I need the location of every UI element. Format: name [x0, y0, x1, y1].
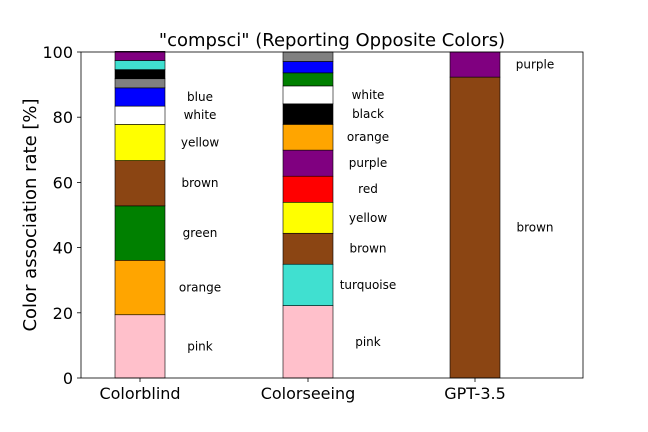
bar-segment-pink-1-0: [282, 305, 334, 379]
bar-segment-other-0-8: [114, 69, 166, 80]
bar-segment-brown-2-0: [449, 76, 501, 379]
y-tick-label: 80: [53, 108, 73, 127]
segment-label-pink: pink: [187, 339, 213, 353]
segment-label-white: white: [184, 108, 217, 122]
bar-segment-other-1-10: [282, 61, 334, 74]
segment-labels: pink orange green brown yellow white blue pink t…: [179, 58, 554, 354]
segment-label-blue: blue: [187, 90, 213, 104]
segment-label-orange: orange: [347, 130, 389, 144]
bar-segment-green-0-2: [114, 205, 166, 261]
bar-segment-white-0-5: [114, 105, 166, 125]
bar-segment-brown-1-2: [282, 232, 334, 265]
y-tick-label: 20: [53, 304, 73, 323]
y-tick-label: 100: [42, 43, 73, 62]
x-tick-label: Colorseeing: [261, 384, 356, 403]
y-tick-label: 0: [63, 369, 73, 388]
bar-segment-orange-1-6: [282, 124, 334, 151]
segment-label-brown: brown: [349, 242, 386, 256]
x-tick-label: Colorblind: [99, 384, 180, 403]
bar-segment-brown-0-3: [114, 160, 166, 207]
segment-label-yellow: yellow: [181, 135, 219, 149]
plot-frame: [80, 51, 584, 379]
axes: Colorblind Colorseeing GPT-3.5 0 20 40 60 80 100: [42, 43, 584, 403]
segment-label-pink: pink: [355, 335, 381, 349]
bar-segment-white-1-8: [282, 85, 334, 105]
segment-label-brown: brown: [181, 176, 218, 190]
x-tick-label: GPT-3.5: [444, 384, 506, 403]
bar-segment-yellow-1-3: [282, 201, 334, 234]
bar-segment-turquoise-1-1: [282, 263, 334, 306]
bar-segment-other-1-11: [282, 51, 334, 62]
bar-segment-other-1-9: [282, 72, 334, 87]
segment-label-orange: orange: [179, 281, 221, 295]
bar-segment-other-0-10: [114, 51, 166, 61]
segment-label-turquoise: turquoise: [340, 278, 397, 292]
bar-segment-purple-2-1: [449, 51, 501, 78]
chart-title: "compsci" (Reporting Opposite Colors): [159, 30, 505, 51]
bar-segment-other-0-9: [114, 60, 166, 70]
segment-label-purple: purple: [516, 58, 555, 72]
bar-segment-black-1-7: [282, 103, 334, 125]
segment-label-red: red: [358, 182, 378, 196]
bar-segment-pink-0-0: [114, 314, 166, 379]
bar-segment-red-1-4: [282, 175, 334, 203]
segment-label-black: black: [352, 107, 384, 121]
segment-label-white: white: [352, 88, 385, 102]
bar-segment-orange-0-1: [114, 260, 166, 316]
bar-segment-other-0-7: [114, 78, 166, 89]
bar-segment-yellow-0-4: [114, 124, 166, 161]
y-axis-label: Color association rate [%]: [20, 98, 41, 331]
segment-label-brown: brown: [516, 221, 553, 235]
y-tick-label: 40: [53, 239, 73, 258]
segment-label-green: green: [183, 226, 218, 240]
y-tick-label: 60: [53, 173, 73, 192]
segment-label-yellow: yellow: [349, 211, 387, 225]
segment-label-purple: purple: [349, 156, 388, 170]
bar-segment-purple-1-5: [282, 149, 334, 177]
bar-segment-blue-0-6: [114, 87, 166, 107]
bars-group: [114, 51, 501, 379]
